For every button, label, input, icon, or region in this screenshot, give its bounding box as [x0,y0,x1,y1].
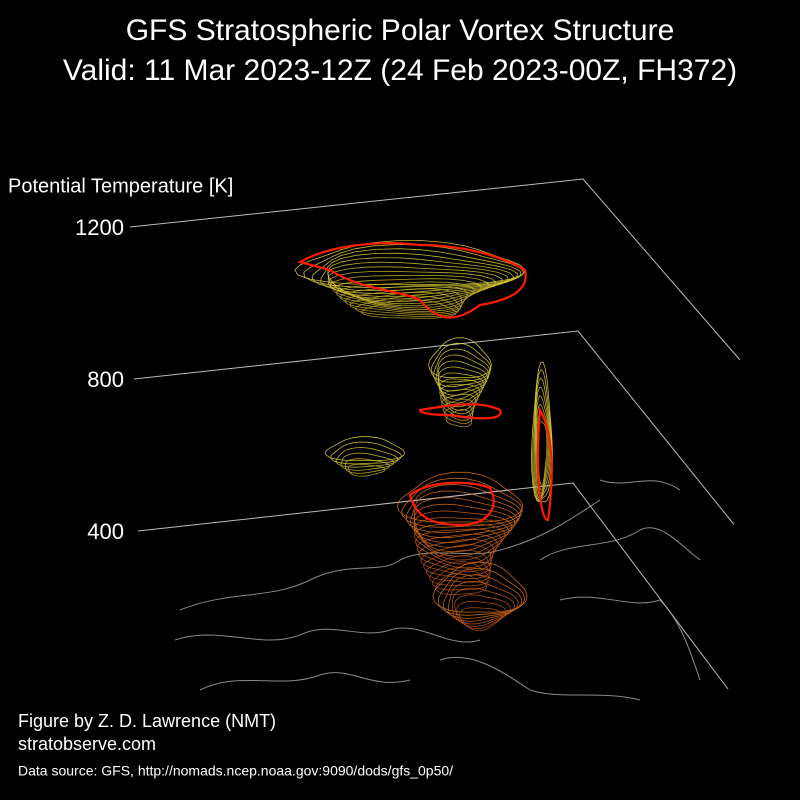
contour-left [340,452,395,471]
contour-upper [339,284,468,312]
vortex-edge [408,481,495,527]
vortex-edge [418,403,502,420]
contour-middle [433,348,491,388]
subtitle: Valid: 11 Mar 2023-12Z (24 Feb 2023-00Z,… [63,54,737,87]
contour-upper [328,270,497,305]
plane-outline [133,330,735,525]
source: Data source: GFS, http://nomads.ncep.noa… [18,763,453,779]
coastline [599,479,681,491]
contour-right [531,361,553,503]
contour-lower [410,490,521,539]
contour-base [437,567,526,616]
coastline [199,672,411,691]
contour-upper [320,252,519,295]
title: GFS Stratospheric Polar Vortex Structure [126,14,675,47]
coastline [439,656,641,701]
contour-middle [430,342,492,383]
vortex [294,240,553,632]
contour-upper [360,299,457,319]
contour-left [335,447,399,468]
contour-right [534,386,551,500]
contour-upper [312,248,522,292]
contour-upper [332,278,482,309]
coastline [539,527,701,561]
contour-right [533,377,552,501]
contour-lower [420,544,492,576]
contour-lower [423,549,492,580]
plane-outline [129,178,741,361]
contour-upper [294,240,526,285]
contour-lower [416,533,498,569]
coastline [174,627,481,643]
contour-middle [437,366,487,400]
coastline [559,596,701,681]
contour-middle [441,393,477,418]
contour-lower [414,528,502,565]
coastlines [174,479,701,701]
contour-upper [303,244,525,289]
contour-lower [435,573,488,596]
tick-label: 800 [87,367,124,392]
plane-outline [137,482,729,690]
contour-middle [438,372,485,404]
website: stratobserve.com [18,734,156,754]
vortex-edge [297,242,527,319]
contour-middle [439,384,481,411]
contour-upper [344,288,463,314]
theta-planes: 1200 800 400 [75,178,741,690]
contour-lower [418,538,495,572]
contour-lower [425,555,491,583]
contour-lower [396,471,524,523]
contour-upper [349,291,461,316]
contour-middle [440,388,479,415]
vortex-edge [536,406,553,522]
contour-left [324,436,406,462]
contour-left [347,463,386,477]
contour-lower [405,483,522,534]
contour-lower [428,561,490,587]
contour-upper [327,261,509,300]
contour-right [535,395,551,497]
contour-middle [428,337,492,379]
contour-base [454,594,511,627]
contour-base [458,607,503,632]
tick-label: 1200 [75,215,124,240]
contour-base [443,574,523,619]
contour-middle [435,354,490,392]
axis-label: Potential Temperature [K] [8,175,233,197]
contour-upper [355,295,459,317]
contour-middle [442,398,475,421]
contour-base [432,561,528,613]
contour-left [330,441,403,465]
tick-label: 400 [87,519,124,544]
contour-base [452,587,515,625]
coastline [179,499,601,611]
contour-left [344,458,391,474]
credit: Figure by Z. D. Lawrence (NMT) [18,711,276,731]
contour-middle [445,408,473,428]
contour-upper [336,281,475,311]
contour-right [536,403,550,494]
contour-lower [413,510,513,553]
contour-lower [431,567,489,591]
contour-right [532,368,553,502]
contour-base [456,600,507,630]
contour-base [447,581,519,622]
